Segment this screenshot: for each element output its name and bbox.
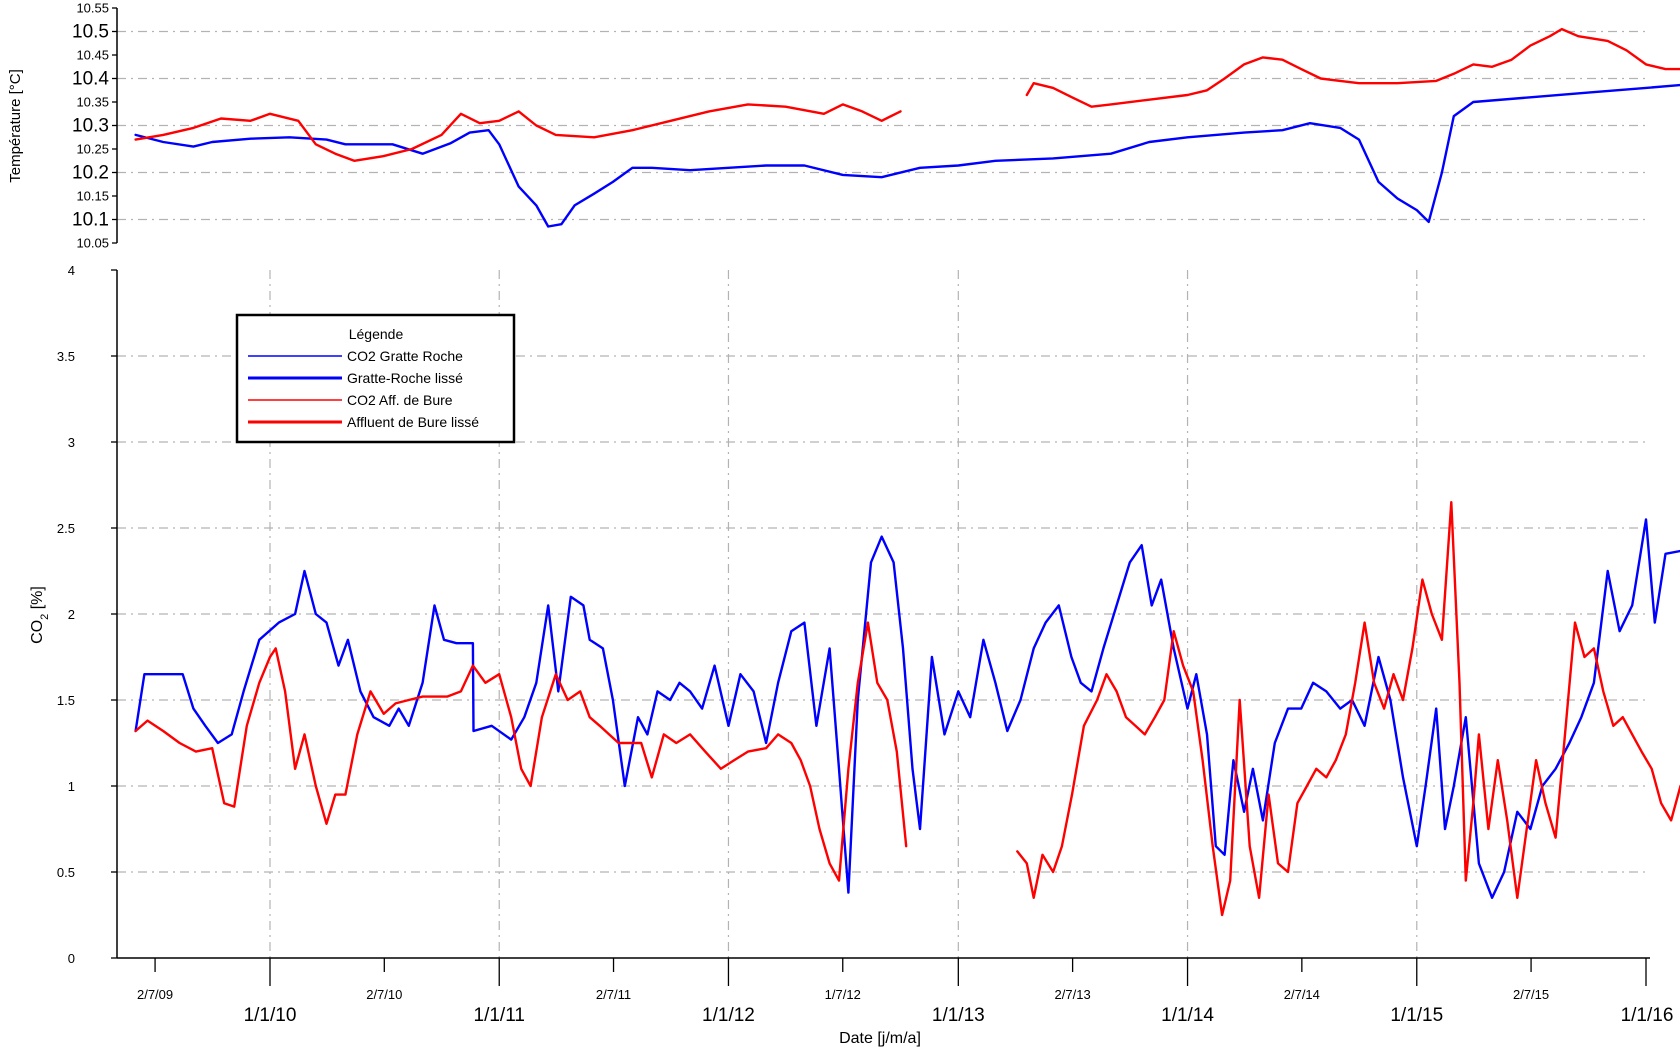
legend-label-gratte-roche-lisse: Gratte-Roche lissé (347, 370, 463, 386)
legend-title: Légende (349, 326, 404, 342)
temperature-y-tick-label: 10.55 (76, 1, 109, 16)
x-minor-tick-label: 1/7/12 (825, 987, 861, 1002)
temperature-y-tick-label: 10.05 (76, 236, 109, 251)
temperature-y-tick-label: 10.45 (76, 48, 109, 63)
temperature-series-line-red-1 (134, 103, 902, 162)
temperature-y-tick-label: 10.4 (72, 69, 109, 90)
x-major-tick-label: 1/1/12 (702, 1005, 755, 1026)
x-minor-tick-label: 2/7/11 (596, 987, 631, 1002)
temperature-y-tick-label: 10.5 (72, 22, 109, 43)
legend-label-co2-gratte-roche: CO2 Gratte Roche (347, 348, 463, 364)
co2-y-tick-label: 3.5 (57, 349, 75, 364)
temperature-series-line-blue-0 (134, 83, 1680, 228)
x-axis-label: Date [j/m/a] (839, 1030, 921, 1047)
x-major-tick-label: 1/1/15 (1390, 1005, 1443, 1026)
legend-label-co2-aff-de-bure: CO2 Aff. de Bure (347, 392, 453, 408)
co2-y-tick-label: 3 (68, 435, 75, 450)
temperature-y-ticks: 10.05 10.1 10.15 10.2 10.25 10.3 10.35 10.4 10.4… (72, 1, 117, 251)
x-minor-tick-label: 2/7/14 (1284, 987, 1320, 1002)
co2-y-ticks: 0 0.5 1 1.5 2 2.5 3 3.5 4 (57, 263, 117, 966)
x-minor-tick-label: 2/7/15 (1513, 987, 1549, 1002)
x-major-tick-label: 1/1/10 (244, 1005, 297, 1026)
co2-y-tick-label: 4 (68, 263, 75, 278)
x-major-tick-label: 1/1/14 (1161, 1005, 1214, 1026)
temperature-y-tick-label: 10.15 (76, 189, 109, 204)
temperature-y-tick-label: 10.2 (72, 163, 109, 184)
co2-y-tick-label: 0.5 (57, 865, 75, 880)
temperature-y-tick-label: 10.35 (76, 95, 109, 110)
temperature-y-tick-label: 10.3 (72, 116, 109, 137)
co2-series-line-red-1 (134, 621, 908, 882)
x-major-tick-label: 1/1/13 (932, 1005, 985, 1026)
x-minor-tick-label: 2/7/09 (137, 987, 173, 1002)
legend-label-affluent-de-bure-lisse: Affluent de Bure lissé (347, 414, 479, 430)
co2-y-tick-label: 1 (68, 779, 75, 794)
temperature-series-line-red-2 (1025, 27, 1680, 108)
co2-series (134, 501, 1680, 917)
temperature-y-tick-label: 10.1 (72, 210, 109, 231)
co2-series-line-blue-0 (134, 518, 1680, 899)
x-ticks: 2/7/09 2/7/10 2/7/11 1/7/12 2/7/13 2/7/14 2/7/… (137, 958, 1673, 1026)
x-minor-tick-label: 2/7/13 (1055, 987, 1091, 1002)
co2-y-axis-label: CO2 [%] (29, 586, 51, 644)
co2-y-tick-label: 0 (68, 951, 75, 966)
temperature-y-tick-label: 10.25 (76, 142, 109, 157)
temperature-series (134, 27, 1680, 228)
x-minor-tick-label: 2/7/10 (366, 987, 402, 1002)
co2-y-tick-label: 1.5 (57, 693, 75, 708)
co2-y-tick-label: 2.5 (57, 521, 75, 536)
co2-y-tick-label: 2 (68, 607, 75, 622)
x-major-tick-label: 1/1/16 (1621, 1005, 1674, 1026)
co2-series-line-red-2 (1016, 501, 1680, 917)
temperature-y-axis-label: Température [°C] (7, 69, 24, 183)
temperature-grid (117, 30, 1650, 221)
chart-legend: Légende CO2 Gratte Roche Gratte-Roche li… (235, 313, 516, 444)
x-major-tick-label: 1/1/11 (474, 1005, 525, 1026)
